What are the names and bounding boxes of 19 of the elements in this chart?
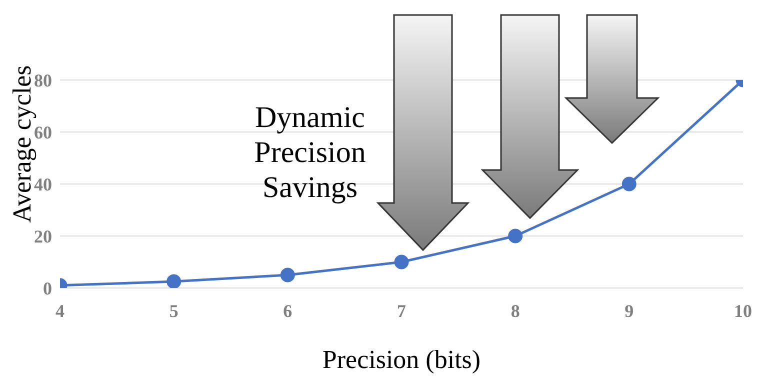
x-tick-label: 9 — [624, 300, 634, 321]
point — [166, 274, 182, 288]
point — [622, 176, 636, 192]
x-tick-label: 6 — [283, 300, 292, 321]
x-tick-label: 10 — [734, 300, 752, 321]
point — [508, 228, 523, 244]
x-axis-title: Precision (bits) — [322, 345, 481, 374]
point — [394, 254, 409, 270]
y-tick-label: 60 — [34, 122, 52, 142]
y-tick-label: 20 — [34, 226, 52, 246]
x-tick-label: 8 — [510, 300, 520, 321]
point — [280, 268, 295, 282]
x-tick-label: 5 — [169, 300, 178, 321]
y-tick-label: 0 — [43, 278, 52, 298]
x-tick-label: 4 — [56, 300, 64, 321]
annotation: Dynamic Precision Savings — [253, 100, 367, 205]
y-tick-label: 40 — [34, 174, 52, 194]
x-tick-label: 7 — [397, 300, 406, 321]
y-tick-label: 80 — [34, 70, 52, 90]
